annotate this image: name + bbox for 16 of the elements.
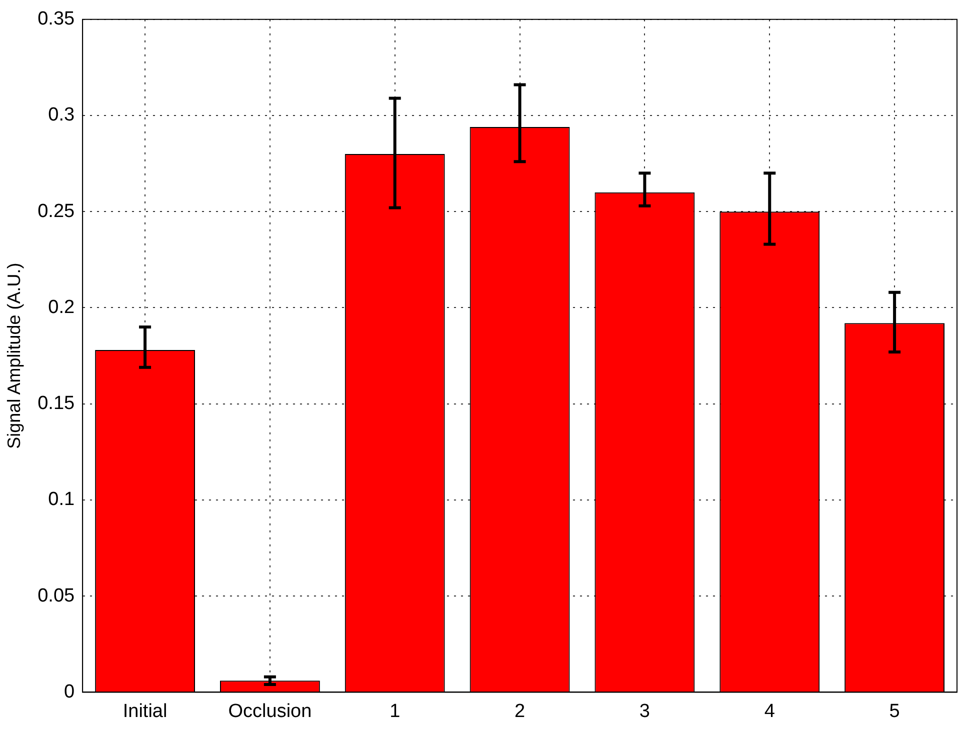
y-tick-label: 0.35 <box>38 8 75 30</box>
x-tick-label: 4 <box>764 700 776 722</box>
x-tick-label: 5 <box>889 700 900 722</box>
y-axis-title: Signal Amplitude (A.U.) <box>4 262 24 449</box>
y-tick-label: 0 <box>64 681 75 702</box>
y-tick-label: 0.1 <box>48 489 75 510</box>
y-tick-label: 0.3 <box>48 104 75 126</box>
x-tick-label: Initial <box>122 700 168 722</box>
x-tick-label: Occlusion <box>228 700 312 722</box>
y-tick-label: 0.25 <box>38 200 75 222</box>
y-tick-label: 0.15 <box>38 393 75 414</box>
x-tick-label: 2 <box>514 700 526 722</box>
x-tick-label: 3 <box>639 700 650 722</box>
x-tick-label: 1 <box>390 700 400 722</box>
y-tick-label: 0.2 <box>48 296 75 318</box>
y-tick-label: 0.05 <box>38 585 75 606</box>
